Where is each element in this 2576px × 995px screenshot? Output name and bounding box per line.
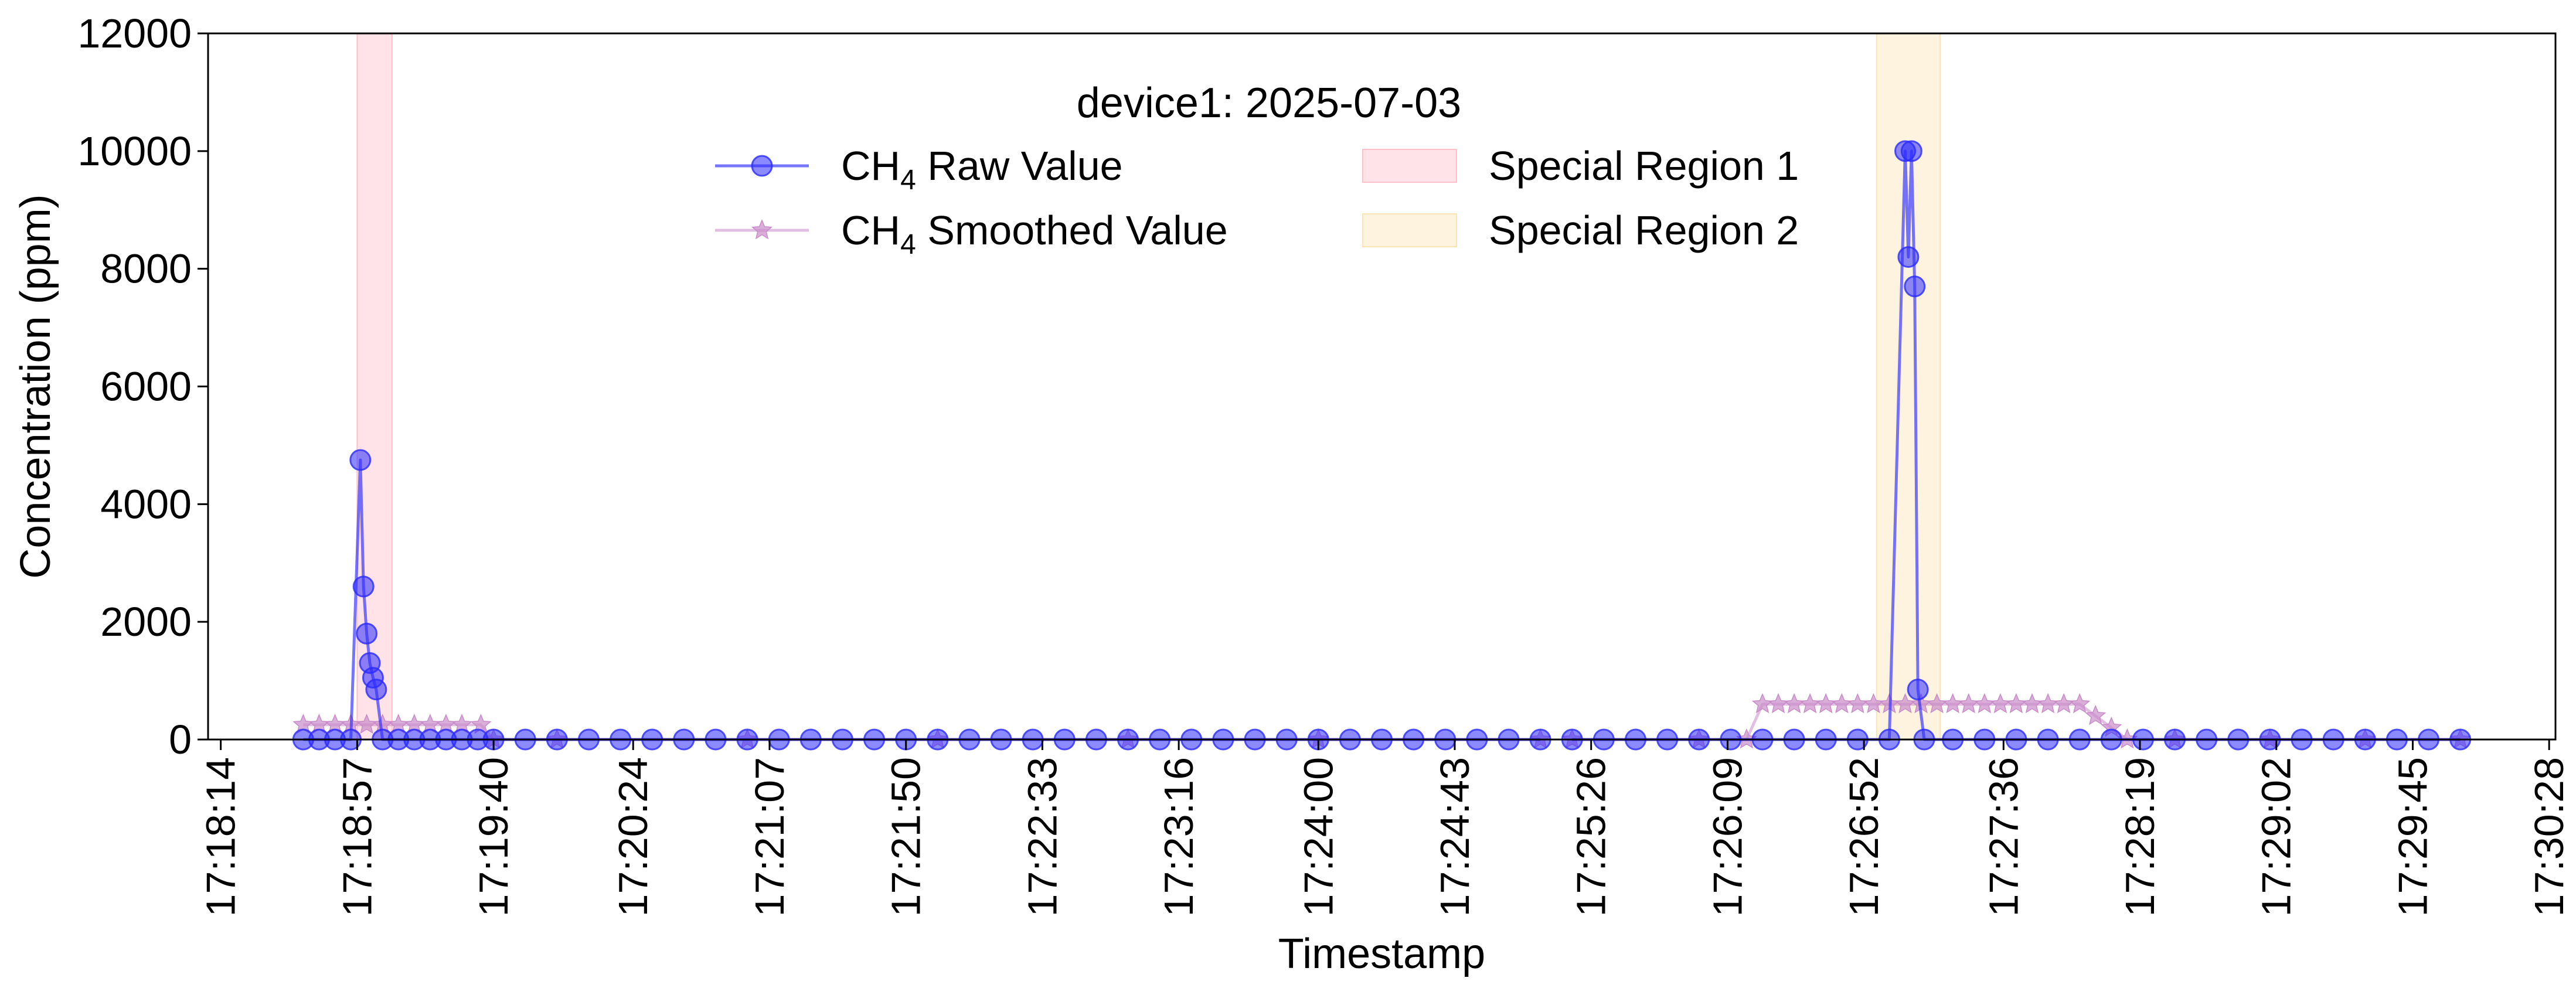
data-point xyxy=(1751,693,1773,714)
data-point xyxy=(1897,246,1920,268)
data-point xyxy=(1784,693,1805,714)
special-region-1 xyxy=(356,33,393,740)
legend-entry-label: CH4 Smoothed Value xyxy=(841,207,1228,260)
data-point xyxy=(356,622,378,645)
y-axis: 0 2000 4000 6000 8000 10000 12000 xyxy=(77,11,208,762)
data-point xyxy=(2037,693,2059,714)
data-point xyxy=(2053,693,2075,714)
x-tick-label: 17:30:28 xyxy=(2526,757,2572,916)
x-axis: 17:18:14 17:18:57 17:19:40 17:20:24 17:21:07… xyxy=(198,740,2572,916)
x-tick-label: 17:18:57 xyxy=(334,757,380,916)
special-regions xyxy=(356,33,1941,740)
data-point xyxy=(1989,693,2011,714)
y-tick-label: 8000 xyxy=(100,246,192,292)
legend-title: device1: 2025-07-03 xyxy=(1077,80,1461,127)
x-tick-label: 17:29:02 xyxy=(2254,757,2299,916)
legend-swatch xyxy=(1362,213,1457,247)
x-tick-label: 17:25:26 xyxy=(1568,757,1614,916)
legend-marker xyxy=(751,219,773,240)
data-point xyxy=(1904,275,1926,298)
y-tick-label: 2000 xyxy=(100,599,192,645)
data-point xyxy=(1847,693,1869,714)
x-tick-label: 17:28:19 xyxy=(2117,757,2163,916)
legend-entry-label: Special Region 1 xyxy=(1489,143,1799,189)
data-point xyxy=(2085,704,2107,725)
x-tick-label: 17:23:16 xyxy=(1156,757,1202,916)
data-point xyxy=(2021,693,2043,714)
x-tick-label: 17:26:09 xyxy=(1704,757,1750,916)
data-point xyxy=(349,449,372,471)
x-tick-label: 17:21:07 xyxy=(747,757,792,916)
x-tick-label: 17:22:33 xyxy=(1019,757,1065,916)
data-point xyxy=(1942,693,1964,714)
x-tick-label: 17:18:14 xyxy=(198,757,244,916)
x-tick-label: 17:20:24 xyxy=(610,757,656,916)
data-point xyxy=(1815,693,1837,714)
y-tick-label: 10000 xyxy=(77,128,192,174)
x-axis-title: Timestamp xyxy=(1278,931,1485,977)
data-point xyxy=(1973,693,1995,714)
plot-frame xyxy=(207,32,2557,741)
data-point xyxy=(1907,679,1929,701)
data-point xyxy=(1799,693,1821,714)
y-tick-label: 6000 xyxy=(100,364,192,410)
data-point xyxy=(1958,693,1979,714)
data-point xyxy=(2069,693,2091,714)
legend-entry-label: CH4 Raw Value xyxy=(841,143,1123,196)
data-point xyxy=(2005,693,2027,714)
legend-marker xyxy=(751,155,773,177)
x-tick-label: 17:19:40 xyxy=(471,757,516,916)
y-tick-label: 12000 xyxy=(77,11,192,56)
y-tick-label: 4000 xyxy=(100,481,192,527)
special-region-2 xyxy=(1876,33,1941,740)
x-tick-label: 17:29:45 xyxy=(2390,757,2435,916)
x-tick-label: 17:21:50 xyxy=(883,757,929,916)
x-tick-label: 17:27:36 xyxy=(1981,757,2026,916)
y-tick-label: 0 xyxy=(169,717,192,762)
x-tick-label: 17:24:43 xyxy=(1432,757,1478,916)
data-point xyxy=(1831,693,1853,714)
legend: device1: 2025-07-03 CH4 Raw Value CH4 Smo… xyxy=(715,80,1799,260)
data-point xyxy=(1768,693,1789,714)
legend-swatch xyxy=(1362,149,1457,183)
legend-entry-label: Special Region 2 xyxy=(1489,207,1799,253)
data-point xyxy=(352,575,375,598)
series-line xyxy=(303,458,1541,741)
data-point xyxy=(365,679,387,701)
x-tick-label: 17:24:00 xyxy=(1295,757,1341,916)
y-axis-title: Concentration (ppm) xyxy=(12,194,59,578)
x-tick-label: 17:26:52 xyxy=(1841,757,1887,916)
data-point xyxy=(1900,140,1922,162)
